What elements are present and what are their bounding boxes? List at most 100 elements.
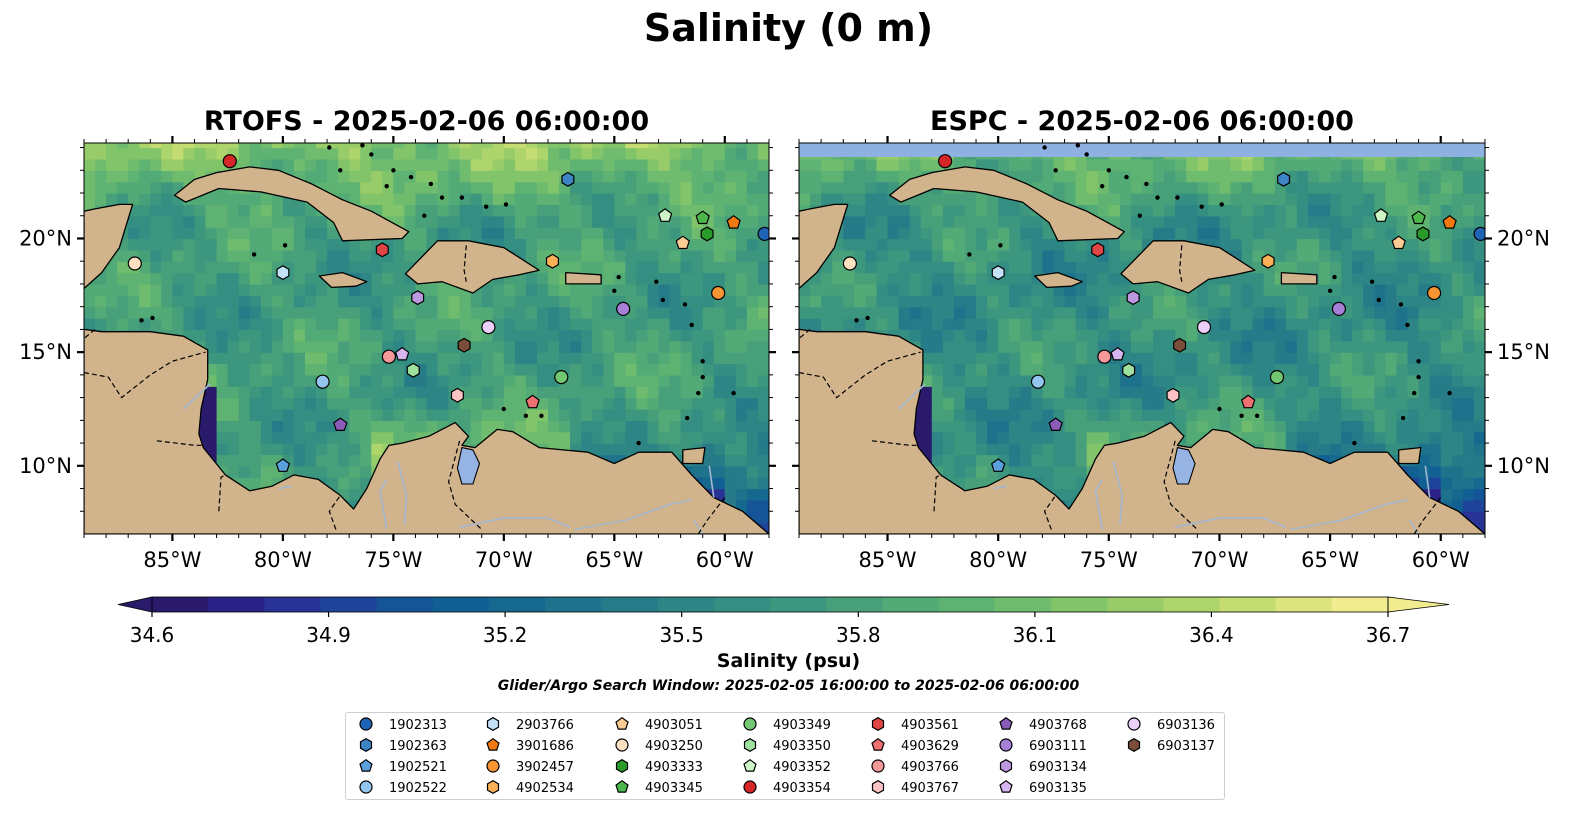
puertorico-landmass [565, 271, 602, 285]
small-island [338, 168, 343, 173]
small-island [660, 297, 666, 303]
cuba-landmass [173, 166, 410, 242]
float-marker-4903354 [222, 154, 237, 169]
hispaniola-landmass [404, 240, 540, 294]
border-line [799, 351, 921, 399]
jamaica-landmass [318, 271, 368, 289]
legend-marker-1902363 [359, 738, 373, 752]
small-island [616, 274, 621, 280]
float-marker-4902534 [1261, 253, 1275, 269]
float-marker-2903766 [991, 265, 1005, 281]
small-island [998, 243, 1003, 248]
colorbar-tick-label: 35.2 [483, 623, 528, 647]
legend-label: 6903137 [1157, 739, 1215, 754]
float-marker-6903136 [1196, 320, 1212, 335]
legend-label: 2903766 [516, 718, 574, 733]
legend-entry-6903137: 6903137 [1127, 738, 1215, 754]
small-island [1398, 302, 1404, 307]
float-marker-4903561 [1091, 242, 1105, 258]
float-marker-6903137 [1173, 337, 1187, 353]
legend-label: 4903350 [773, 739, 831, 754]
float-marker-4903051 [675, 235, 691, 250]
legend-entry-4903250: 4903250 [615, 738, 703, 754]
small-island [731, 390, 736, 396]
espc-map-panel: 85°W 80°W 75°W 70°W 65°W 60°W 10°N 15°N 20°N [792, 136, 1550, 572]
colorbar-segment [545, 597, 602, 612]
float-marker-3902457 [1426, 285, 1442, 301]
float-marker-1902522 [1030, 374, 1046, 389]
float-legend: 1902313 1902363 1902521 1902522 2903766 39016… [345, 712, 1225, 800]
lon-tick-label: 80°W [254, 548, 312, 572]
espc-panel-title: ESPC - 2025-02-06 06:00:00 [930, 106, 1354, 137]
jamaica-landmass [1034, 271, 1083, 289]
small-island [327, 145, 332, 150]
colorbar-segment [994, 597, 1052, 612]
legend-marker-4903352 [743, 758, 757, 772]
float-marker-4903352 [1373, 208, 1389, 222]
border-line [871, 440, 919, 446]
float-marker-4903767 [450, 387, 464, 403]
river-line [379, 478, 388, 530]
legend-label: 3901686 [516, 739, 574, 754]
small-island [1124, 174, 1129, 180]
river-line [182, 383, 211, 410]
legend-entry-1902363: 1902363 [359, 738, 447, 754]
legend-entry-6903135: 6903135 [999, 779, 1087, 796]
small-island [1084, 152, 1089, 157]
float-marker-4903350 [406, 362, 420, 378]
small-island [391, 168, 396, 173]
float-marker-4903767 [1166, 387, 1180, 403]
small-island [1137, 213, 1143, 218]
colorbar-segment [1275, 597, 1333, 612]
small-island [967, 252, 972, 257]
legend-entry-4903051: 4903051 [615, 716, 703, 733]
legend-marker-1902313 [359, 717, 373, 731]
legend-marker-6903111 [999, 738, 1013, 752]
legend-marker-1902521 [359, 758, 373, 772]
small-island [854, 318, 859, 323]
float-marker-3902457 [711, 285, 726, 301]
lon-tick-label: 80°W [969, 548, 1027, 572]
colorbar-tick-label: 34.6 [130, 623, 175, 647]
lon-tick-label: 75°W [364, 548, 422, 572]
border-line [1413, 497, 1442, 534]
legend-entry-1902313: 1902313 [359, 717, 447, 733]
small-island [1155, 195, 1160, 200]
lat-tick-label: 15°N [19, 340, 72, 364]
legend-label: 4903768 [1029, 718, 1087, 733]
river-line [278, 485, 292, 490]
small-island [150, 315, 155, 321]
small-island [422, 213, 427, 218]
float-marker-4903333 [1416, 226, 1430, 242]
small-island [484, 204, 489, 209]
lon-tick-label: 60°W [1412, 548, 1470, 572]
lon-tick-label: 65°W [1301, 548, 1359, 572]
colorbar-segment [152, 597, 209, 612]
legend-marker-4903345 [615, 779, 629, 793]
small-island [1416, 374, 1421, 380]
small-island [523, 413, 529, 418]
float-marker-4903350 [1122, 362, 1136, 378]
legend-entry-6903134: 6903134 [999, 759, 1087, 775]
legend-marker-4903768 [999, 716, 1013, 730]
small-island [251, 252, 257, 257]
lon-tick-label: 85°W [143, 548, 201, 572]
river-line [708, 465, 715, 498]
lake-maracaibo [456, 446, 481, 485]
colorbar-tick-label: 36.7 [1366, 623, 1411, 647]
rtofs-map-panel: 85°W 80°W 75°W 70°W 65°W 60°W 10°N 15°N 20°N [19, 136, 776, 572]
small-island [1412, 390, 1417, 396]
colorbar-segment [657, 597, 715, 612]
float-marker-4903349 [554, 370, 569, 385]
small-island [612, 288, 617, 293]
lon-tick-label: 85°W [859, 548, 917, 572]
small-island [685, 415, 690, 421]
float-marker-6903137 [457, 337, 471, 353]
legend-marker-4903766 [871, 759, 885, 773]
colorbar-segment [770, 597, 827, 612]
lat-tick-label: 20°N [1497, 226, 1550, 250]
float-marker-4903345 [695, 210, 710, 225]
legend-entry-4903345: 4903345 [615, 779, 703, 796]
border-line [1163, 440, 1198, 530]
small-island [384, 184, 389, 189]
